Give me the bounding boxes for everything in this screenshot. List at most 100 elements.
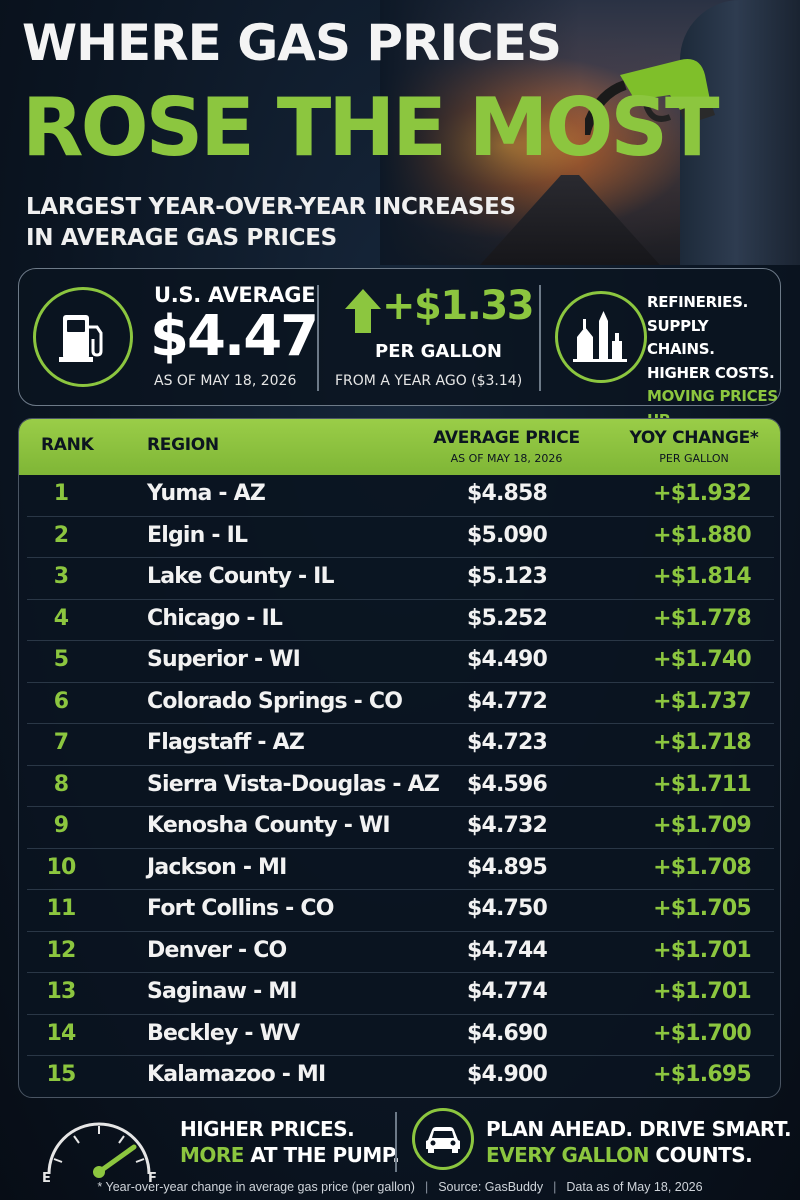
table-row: 11 Fort Collins - CO $4.750 +$1.705: [27, 890, 774, 932]
footer-left-line-1: HIGHER PRICES.: [180, 1117, 355, 1141]
subtitle: LARGEST YEAR-OVER-YEAR INCREASES IN AVER…: [26, 192, 546, 254]
fineprint: * Year-over-year change in average gas p…: [97, 1180, 703, 1194]
title-line-2: ROSE THE MOST: [22, 81, 720, 174]
region-cell: Kenosha County - WI: [147, 813, 391, 838]
price-cell: $4.723: [466, 730, 548, 755]
change-cell: +$1.708: [653, 854, 752, 880]
car-badge: [412, 1108, 474, 1170]
region-cell: Saginaw - MI: [147, 979, 298, 1004]
rank-cell: 12: [46, 937, 76, 963]
rank-cell: 5: [53, 647, 69, 672]
us-average-date: AS OF MAY 18, 2026: [154, 373, 297, 389]
rank-cell: 3: [53, 564, 69, 589]
price-cell: $4.750: [466, 896, 548, 921]
change-cell: +$1.709: [653, 813, 752, 838]
car-image: [680, 0, 800, 265]
change-cell: +$1.701: [653, 937, 752, 963]
rank-cell: 7: [53, 730, 69, 755]
price-cell: $4.772: [466, 688, 548, 714]
region-cell: Elgin - IL: [147, 522, 248, 548]
region-cell: Superior - WI: [147, 647, 301, 672]
price-cell: $5.090: [466, 522, 548, 548]
footer-left-line-2: MORE AT THE PUMP.: [180, 1142, 400, 1168]
footer-right-rest: COUNTS.: [648, 1143, 753, 1167]
table-row: 7 Flagstaff - AZ $4.723 +$1.718: [27, 724, 774, 766]
table-row: 8 Sierra Vista-Douglas - AZ $4.596 +$1.711: [27, 766, 774, 807]
price-cell: $4.690: [466, 1020, 548, 1046]
rank-cell: 1: [53, 481, 69, 506]
table-row: 14 Beckley - WV $4.690 +$1.700: [27, 1015, 774, 1056]
price-cell: $5.252: [466, 605, 548, 631]
cause-item: SUPPLY CHAINS.: [647, 316, 715, 359]
change-cell: +$1.695: [653, 1062, 752, 1087]
price-cell: $4.858: [466, 481, 548, 506]
change-cell: +$1.737: [653, 688, 752, 714]
price-cell: $4.744: [466, 937, 548, 963]
table-row: 3 Lake County - IL $5.123 +$1.814: [27, 558, 774, 600]
gas-pump-icon: [59, 315, 103, 362]
price-cell: $5.123: [466, 564, 548, 589]
change-cell: +$1.705: [653, 896, 752, 921]
footer-right-line-1: PLAN AHEAD. DRIVE SMART.: [486, 1117, 792, 1141]
footer-right-message: PLAN AHEAD. DRIVE SMART. EVERY GALLON CO…: [486, 1116, 792, 1168]
header-price-sub: AS OF MAY 18, 2026: [450, 452, 563, 465]
header-rank: RANK: [41, 435, 94, 455]
table-row: 10 Jackson - MI $4.895 +$1.708: [27, 849, 774, 890]
rank-cell: 6: [53, 688, 69, 714]
rank-cell: 4: [53, 605, 69, 631]
refinery-badge: [555, 291, 647, 383]
region-cell: Chicago - IL: [147, 605, 283, 631]
change-cell: +$1.718: [653, 730, 752, 755]
region-cell: Sierra Vista-Douglas - AZ: [147, 771, 440, 797]
rank-cell: 2: [53, 522, 69, 548]
table-row: 4 Chicago - IL $5.252 +$1.778: [27, 600, 774, 641]
footer-left-rest: AT THE PUMP.: [243, 1143, 400, 1167]
region-cell: Colorado Springs - CO: [147, 688, 403, 714]
change-cell: +$1.778: [653, 605, 752, 631]
up-arrow-icon: [345, 289, 381, 333]
change-cell: +$1.880: [653, 522, 752, 548]
causes-list: REFINERIES. SUPPLY CHAINS. HIGHER COSTS.…: [647, 291, 780, 432]
rank-cell: 14: [46, 1020, 76, 1046]
price-cell: $4.895: [466, 854, 548, 880]
table-row: 9 Kenosha County - WI $4.732 +$1.709: [27, 807, 774, 849]
region-cell: Beckley - WV: [147, 1020, 300, 1046]
header-price: AVERAGE PRICE: [433, 428, 580, 448]
footer-right-highlight: EVERY GALLON: [486, 1143, 649, 1167]
yoy-change-unit: PER GALLON: [375, 341, 502, 362]
region-cell: Lake County - IL: [147, 564, 335, 589]
header-change-sub: PER GALLON: [659, 452, 729, 465]
subtitle-line-1: LARGEST YEAR-OVER-YEAR INCREASES: [26, 194, 516, 220]
footnote: * Year-over-year change in average gas p…: [97, 1180, 415, 1194]
gas-pump-badge: [33, 287, 133, 387]
cause-item: REFINERIES.: [647, 293, 749, 311]
region-cell: Jackson - MI: [147, 854, 287, 880]
yoy-change-value: +$1.33: [382, 283, 535, 329]
change-cell: +$1.740: [653, 647, 752, 672]
rank-cell: 8: [53, 771, 69, 797]
refinery-icon: [573, 311, 627, 362]
footer-left-highlight: MORE: [180, 1143, 244, 1167]
table-header: RANK REGION AVERAGE PRICE AS OF MAY 18, …: [19, 419, 780, 475]
table-row: 15 Kalamazoo - MI $4.900 +$1.695: [27, 1056, 774, 1097]
rankings-table: RANK REGION AVERAGE PRICE AS OF MAY 18, …: [18, 418, 781, 1098]
hero-photo: [380, 0, 800, 265]
gauge-empty-label: E: [42, 1171, 51, 1184]
region-cell: Yuma - AZ: [147, 481, 266, 506]
header-change: YOY CHANGE*: [629, 428, 759, 448]
fuel-nozzle-icon: [585, 59, 715, 135]
rank-cell: 9: [53, 813, 69, 838]
table-row: 6 Colorado Springs - CO $4.772 +$1.737: [27, 683, 774, 724]
table-row: 2 Elgin - IL $5.090 +$1.880: [27, 517, 774, 558]
change-cell: +$1.701: [653, 979, 752, 1004]
region-cell: Flagstaff - AZ: [147, 730, 305, 755]
footer-divider: [395, 1112, 397, 1172]
change-cell: +$1.700: [653, 1020, 752, 1046]
rank-cell: 11: [46, 896, 76, 921]
table-row: 13 Saginaw - MI $4.774 +$1.701: [27, 973, 774, 1015]
price-cell: $4.900: [466, 1062, 548, 1087]
data-date: Data as of May 18, 2026: [566, 1180, 703, 1194]
title-line-1: WHERE GAS PRICES: [22, 14, 562, 72]
car-icon: [426, 1127, 460, 1153]
price-cell: $4.596: [466, 771, 548, 797]
